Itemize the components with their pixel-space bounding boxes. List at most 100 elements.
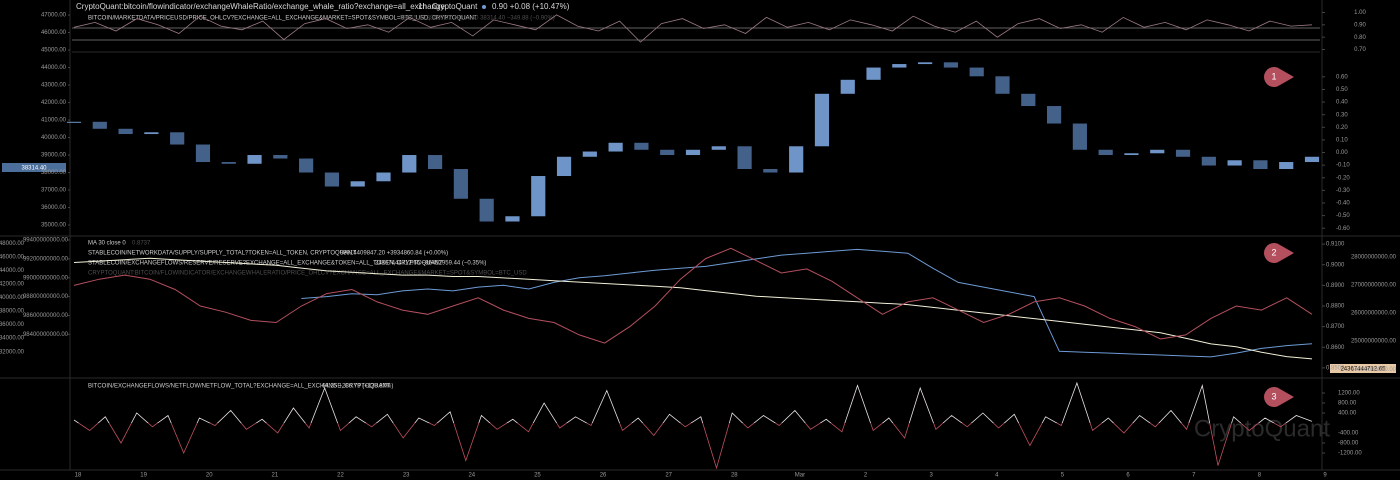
time-label: Mar [795,473,805,479]
time-label: 6 [1126,473,1130,479]
axis-tick-label: 38000.00 [41,170,67,176]
axis-tick-label: 26000000000.00 [1351,311,1397,317]
last-value-box [1330,364,1396,373]
axis-tick-label: 42000.00 [0,282,25,288]
interval: 1h [418,2,427,11]
candle [840,79,855,94]
axis-tick-label: 44000.00 [0,268,25,274]
badge: 1 [1264,67,1294,87]
axis-tick-label: -0.40 [1336,201,1350,207]
candle [350,181,365,187]
axis-tick-label: -0.10 [1336,163,1350,169]
candle [1201,156,1216,166]
candle [814,93,830,147]
candle [789,146,804,173]
candle [1150,149,1165,154]
axis-tick-label: 0.9100 [1326,242,1345,248]
candle [918,62,933,65]
time-label: 26 [600,473,607,479]
axis-tick-label: 0.90 [1354,22,1366,28]
series-line [73,257,1313,360]
axis-tick-label: 36000.00 [41,205,67,211]
last-price: 38314.40 [21,166,47,172]
candle [1021,93,1036,107]
candle [299,158,314,173]
time-label: 21 [272,473,279,479]
legend: STABLECOIN/NETWORKDATA/SUPPLY/SUPPLY_TOT… [88,251,356,257]
time-label: 7 [1192,473,1196,479]
candle [660,149,675,156]
chart-title: CryptoQuant:bitcoin/flowindicator/exchan… [76,2,445,11]
axis-tick-label: 38000.00 [0,309,25,315]
axis-tick-label: 0.80 [1354,35,1366,41]
time-label: 9 [1323,473,1327,479]
candle [608,142,623,152]
badge: 2 [1264,243,1294,263]
source: CryptoQuant [432,2,478,11]
legend: STABLECOIN/EXCHANGEFLOWS/RESERVE/RESERVE… [88,261,443,267]
time-label: 3 [930,473,934,479]
candle [479,198,494,222]
axis-tick-label: 36000.00 [0,322,25,328]
time-label: 18 [75,473,82,479]
candle [763,169,778,173]
candle [1227,160,1242,166]
axis-tick-label: 47000.00 [41,13,67,19]
axis-tick-label: 0.8700 [1326,324,1345,330]
candle [969,67,984,77]
header-value: 0.90 +0.08 (+10.47%) [492,2,570,11]
axis-tick-label: 98600000000.00 [23,313,69,319]
series-dot [482,5,486,9]
time-label: 25 [534,473,541,479]
time-label: 19 [140,473,147,479]
axis-tick-label: 27000000000.00 [1351,283,1397,289]
axis-tick-label: 28000000000.00 [1351,254,1397,260]
netflow-line-positive [73,381,1313,423]
candle [376,172,391,182]
axis-tick-label: 0.50 [1336,87,1348,93]
indicator: MA 30 close 0 [88,241,126,247]
badge-label: 1 [1271,71,1276,81]
candle [1304,156,1320,163]
candle [711,146,726,150]
axis-tick-label: 32000.00 [0,349,25,355]
axis-tick-label: 0.9000 [1326,262,1345,268]
legend-values: 64.25 +286.79 (+128.87%) [322,384,393,390]
candle [1124,153,1139,156]
axis-tick-label: 46000.00 [41,30,67,36]
legend: BITCOIN/MARKETDATA/PRICEUSD/PRICE_OHLCV?… [88,16,478,22]
candle [995,76,1010,94]
axis-tick-label: 45000.00 [41,48,67,54]
axis-tick-label: 46000.00 [0,255,25,261]
axis-tick-label: -0.60 [1336,226,1350,232]
axis-tick-label: 35000.00 [41,223,67,229]
axis-tick-label: -400.00 [1338,431,1359,437]
legend: CRYPTOQUANT:BITCOIN/FLOWINDICATOR/EXCHAN… [88,271,527,277]
legend-values: 24367444712.65 −86452959.44 (−0.35%) [375,261,486,267]
time-label: 28 [731,473,738,479]
candle [556,156,572,177]
legend: BITCOIN/EXCHANGEFLOWS/NETFLOW/NETFLOW_TO… [88,384,391,390]
candle [118,128,133,135]
axis-tick-label: -800.00 [1338,441,1359,447]
axis-tick-label: 37000.00 [41,188,67,194]
axis-tick-label: -1200.00 [1338,451,1362,457]
legend-values: 98914409847.20 +3934860.84 (+0.00%) [340,251,448,257]
candle [92,121,107,129]
time-label: 4 [995,473,999,479]
axis-tick-label: 25000000000.00 [1351,339,1397,345]
candle [531,176,546,217]
axis-tick-label: 0.8900 [1326,283,1345,289]
axis-tick-label: 0.70 [1354,47,1366,53]
last-price-box [2,163,66,172]
candle [427,155,443,170]
watermark: CryptoQuant [1194,415,1330,442]
candle [685,149,701,156]
candle [892,64,907,68]
axis-tick-label: 0.30 [1336,112,1348,118]
axis-tick-label: 48000.00 [0,241,25,247]
legend-values: 38665.33 38669.62 38314.40 38314.40 −349… [400,16,555,22]
time-label: 23 [403,473,410,479]
